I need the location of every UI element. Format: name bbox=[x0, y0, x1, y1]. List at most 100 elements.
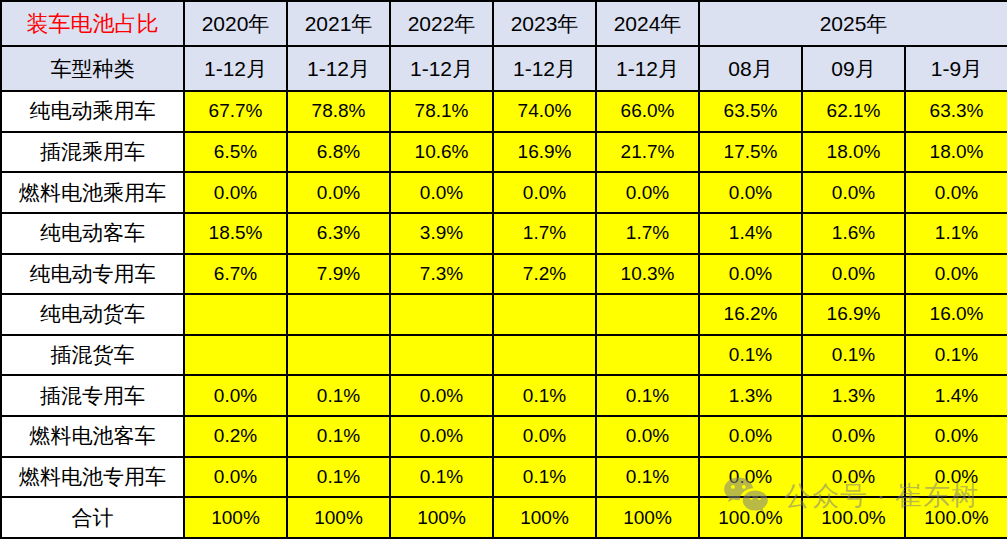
row-label: 纯电动客车 bbox=[1, 213, 184, 254]
data-cell: 100% bbox=[493, 497, 596, 538]
data-cell: 0.0% bbox=[493, 416, 596, 457]
data-cell: 0.0% bbox=[802, 172, 905, 213]
data-cell: 0.0% bbox=[802, 254, 905, 295]
data-cell: 0.0% bbox=[699, 172, 802, 213]
data-cell: 100% bbox=[287, 497, 390, 538]
data-cell bbox=[184, 335, 287, 376]
period-header: 1-9月 bbox=[905, 46, 1007, 91]
data-cell: 78.8% bbox=[287, 91, 390, 132]
data-cell: 100% bbox=[184, 497, 287, 538]
data-cell: 62.1% bbox=[802, 91, 905, 132]
period-header: 1-12月 bbox=[184, 46, 287, 91]
year-header-2023: 2023年 bbox=[493, 1, 596, 46]
data-cell bbox=[596, 294, 699, 335]
data-cell: 18.0% bbox=[905, 132, 1007, 173]
year-header-2021: 2021年 bbox=[287, 1, 390, 46]
data-cell: 16.2% bbox=[699, 294, 802, 335]
data-cell: 1.1% bbox=[905, 213, 1007, 254]
data-cell: 0.0% bbox=[287, 172, 390, 213]
data-cell: 1.4% bbox=[905, 375, 1007, 416]
data-cell: 1.7% bbox=[596, 213, 699, 254]
data-cell: 63.5% bbox=[699, 91, 802, 132]
data-cell: 18.5% bbox=[184, 213, 287, 254]
data-cell: 0.1% bbox=[699, 335, 802, 376]
row-label: 合计 bbox=[1, 497, 184, 538]
data-cell: 0.1% bbox=[287, 416, 390, 457]
period-header: 09月 bbox=[802, 46, 905, 91]
data-cell: 100.0% bbox=[802, 497, 905, 538]
data-cell: 1.6% bbox=[802, 213, 905, 254]
data-cell: 16.9% bbox=[802, 294, 905, 335]
data-cell: 0.1% bbox=[493, 457, 596, 498]
year-header-2022: 2022年 bbox=[390, 1, 493, 46]
data-cell: 0.0% bbox=[802, 416, 905, 457]
data-cell: 0.0% bbox=[596, 416, 699, 457]
data-cell bbox=[287, 294, 390, 335]
data-cell bbox=[184, 294, 287, 335]
row-label: 燃料电池乘用车 bbox=[1, 172, 184, 213]
data-cell bbox=[390, 335, 493, 376]
data-cell: 0.0% bbox=[905, 457, 1007, 498]
data-cell: 100% bbox=[596, 497, 699, 538]
data-cell: 0.1% bbox=[596, 375, 699, 416]
data-cell bbox=[390, 294, 493, 335]
row-label: 燃料电池专用车 bbox=[1, 457, 184, 498]
data-cell: 0.0% bbox=[390, 416, 493, 457]
row-label: 纯电动货车 bbox=[1, 294, 184, 335]
data-cell: 17.5% bbox=[699, 132, 802, 173]
period-header: 08月 bbox=[699, 46, 802, 91]
data-cell: 0.0% bbox=[905, 254, 1007, 295]
data-cell: 0.0% bbox=[184, 375, 287, 416]
data-cell: 0.1% bbox=[596, 457, 699, 498]
data-cell: 0.1% bbox=[905, 335, 1007, 376]
data-cell: 7.9% bbox=[287, 254, 390, 295]
table-row: 燃料电池客车 0.2% 0.1% 0.0% 0.0% 0.0% 0.0% 0.0… bbox=[1, 416, 1007, 457]
data-cell: 7.2% bbox=[493, 254, 596, 295]
period-header: 1-12月 bbox=[493, 46, 596, 91]
data-cell: 10.3% bbox=[596, 254, 699, 295]
data-cell: 0.0% bbox=[699, 254, 802, 295]
battery-share-table: 装车电池占比 2020年 2021年 2022年 2023年 2024年 202… bbox=[0, 0, 1007, 539]
data-cell: 100% bbox=[390, 497, 493, 538]
data-cell bbox=[287, 335, 390, 376]
table-row: 插混专用车 0.0% 0.1% 0.0% 0.1% 0.1% 1.3% 1.3%… bbox=[1, 375, 1007, 416]
data-cell: 3.9% bbox=[390, 213, 493, 254]
row-category-header: 车型种类 bbox=[1, 46, 184, 91]
data-cell: 1.7% bbox=[493, 213, 596, 254]
row-label: 燃料电池客车 bbox=[1, 416, 184, 457]
data-cell: 0.0% bbox=[390, 172, 493, 213]
data-cell: 100.0% bbox=[905, 497, 1007, 538]
data-cell bbox=[596, 335, 699, 376]
table-row: 纯电动乘用车 67.7% 78.8% 78.1% 74.0% 66.0% 63.… bbox=[1, 91, 1007, 132]
data-cell: 66.0% bbox=[596, 91, 699, 132]
data-cell: 78.1% bbox=[390, 91, 493, 132]
data-cell: 74.0% bbox=[493, 91, 596, 132]
table-row: 纯电动专用车 6.7% 7.9% 7.3% 7.2% 10.3% 0.0% 0.… bbox=[1, 254, 1007, 295]
data-cell: 67.7% bbox=[184, 91, 287, 132]
data-cell: 0.0% bbox=[802, 457, 905, 498]
data-cell: 16.9% bbox=[493, 132, 596, 173]
data-cell: 0.2% bbox=[184, 416, 287, 457]
data-cell: 16.0% bbox=[905, 294, 1007, 335]
table-row: 插混货车 0.1% 0.1% 0.1% bbox=[1, 335, 1007, 376]
data-cell: 1.3% bbox=[699, 375, 802, 416]
data-cell: 0.1% bbox=[390, 457, 493, 498]
data-cell: 21.7% bbox=[596, 132, 699, 173]
data-cell: 0.0% bbox=[184, 172, 287, 213]
data-cell: 0.0% bbox=[699, 416, 802, 457]
data-cell bbox=[493, 335, 596, 376]
data-cell: 0.0% bbox=[699, 457, 802, 498]
data-cell: 0.1% bbox=[802, 335, 905, 376]
data-cell: 6.8% bbox=[287, 132, 390, 173]
period-header: 1-12月 bbox=[287, 46, 390, 91]
table-row: 燃料电池乘用车 0.0% 0.0% 0.0% 0.0% 0.0% 0.0% 0.… bbox=[1, 172, 1007, 213]
data-cell: 0.1% bbox=[493, 375, 596, 416]
year-header-2024: 2024年 bbox=[596, 1, 699, 46]
table-row: 合计 100% 100% 100% 100% 100% 100.0% 100.0… bbox=[1, 497, 1007, 538]
year-header-2025: 2025年 bbox=[699, 1, 1007, 46]
data-cell bbox=[493, 294, 596, 335]
row-label: 纯电动乘用车 bbox=[1, 91, 184, 132]
data-cell: 0.0% bbox=[596, 172, 699, 213]
data-cell: 100.0% bbox=[699, 497, 802, 538]
row-label: 纯电动专用车 bbox=[1, 254, 184, 295]
